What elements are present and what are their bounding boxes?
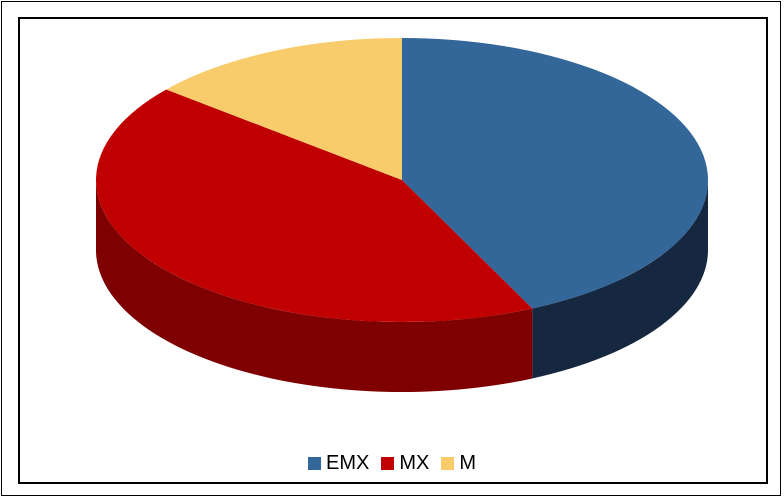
legend-swatch-m xyxy=(441,457,455,470)
legend-swatch-emx xyxy=(307,457,321,470)
legend-swatch-mx xyxy=(381,457,395,470)
pie-slice-mx xyxy=(95,89,533,322)
legend-label-mx: MX xyxy=(399,452,430,474)
pie-side-mx xyxy=(96,180,533,392)
pie-sides xyxy=(96,180,708,392)
legend-item-emx: EMX xyxy=(307,452,370,475)
legend: EMX MX M xyxy=(0,452,784,475)
pie-tops xyxy=(95,38,708,322)
legend-item-m: M xyxy=(441,452,476,475)
legend-item-mx: MX xyxy=(381,452,429,475)
pie-side-emx xyxy=(532,180,708,379)
pie-slice-m xyxy=(166,38,402,180)
legend-label-m: M xyxy=(459,452,476,474)
pie-slice-emx xyxy=(402,38,708,309)
legend-label-emx: EMX xyxy=(325,452,370,474)
